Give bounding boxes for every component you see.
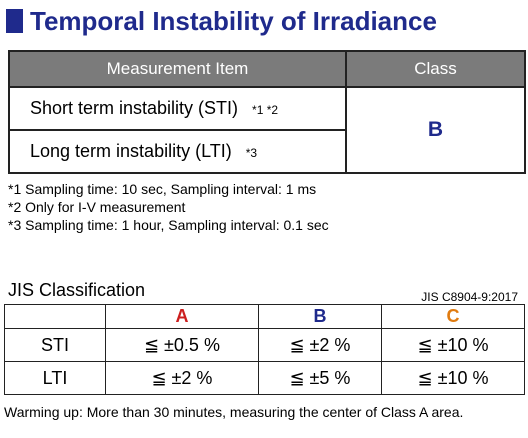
title-square-icon [6,9,23,33]
footnotes: *1 Sampling time: 10 sec, Sampling inter… [8,180,329,234]
jis-standard-label: JIS C8904-9:2017 [421,290,518,304]
jis-cell-c: ≦ ±10 % [381,328,525,362]
item-note-ref: *1 *2 [252,103,279,117]
jis-table-header: A B C [4,304,525,329]
header-class: Class [345,50,526,88]
footnote-3: *3 Sampling time: 1 hour, Sampling inter… [8,217,329,233]
measurement-item-sti: Short term instability (STI) *1 *2 [8,86,347,131]
jis-classification-table: A B C STI ≦ ±0.5 % ≦ ±2 % ≦ ±10 % LTI ≦ … [4,304,525,395]
class-value: B [345,86,526,174]
footnote-2: *2 Only for I-V measurement [8,199,186,215]
measurement-item-lti: Long term instability (LTI) *3 [8,129,347,174]
table-row: Long term instability (LTI) *3 [8,129,525,174]
jis-row-label: LTI [4,361,106,395]
item-label: Long term instability (LTI) [30,141,232,161]
page-title-text: Temporal Instability of Irradiance [30,5,437,36]
jis-row-label: STI [4,328,106,362]
page-title: Temporal Instability of Irradiance [6,5,437,37]
table-row: Short term instability (STI) *1 *2 B [8,86,526,174]
measurement-table-header: Measurement Item Class [8,50,526,88]
jis-cell-a: ≦ ±0.5 % [105,328,259,362]
item-note-ref: *3 [245,146,258,160]
footnote-1: *1 Sampling time: 10 sec, Sampling inter… [8,181,317,197]
jis-header-class-b: B [257,304,383,329]
jis-section-title: JIS Classification [8,280,146,300]
warming-up-note: Warming up: More than 30 minutes, measur… [4,404,464,420]
jis-cell-a: ≦ ±2 % [105,361,259,395]
jis-header-class-a: A [105,304,259,329]
jis-cell-b: ≦ ±5 % [257,361,383,395]
jis-header-class-c: C [381,304,525,329]
jis-header-blank [4,304,106,329]
table-row: LTI ≦ ±2 % ≦ ±5 % ≦ ±10 % [4,361,525,395]
header-measurement-item: Measurement Item [8,50,347,88]
table-row: STI ≦ ±0.5 % ≦ ±2 % ≦ ±10 % [4,328,525,362]
measurement-table: Measurement Item Class Short term instab… [8,50,526,174]
item-label: Short term instability (STI) [30,98,239,118]
jis-cell-c: ≦ ±10 % [381,361,525,395]
jis-cell-b: ≦ ±2 % [257,328,383,362]
